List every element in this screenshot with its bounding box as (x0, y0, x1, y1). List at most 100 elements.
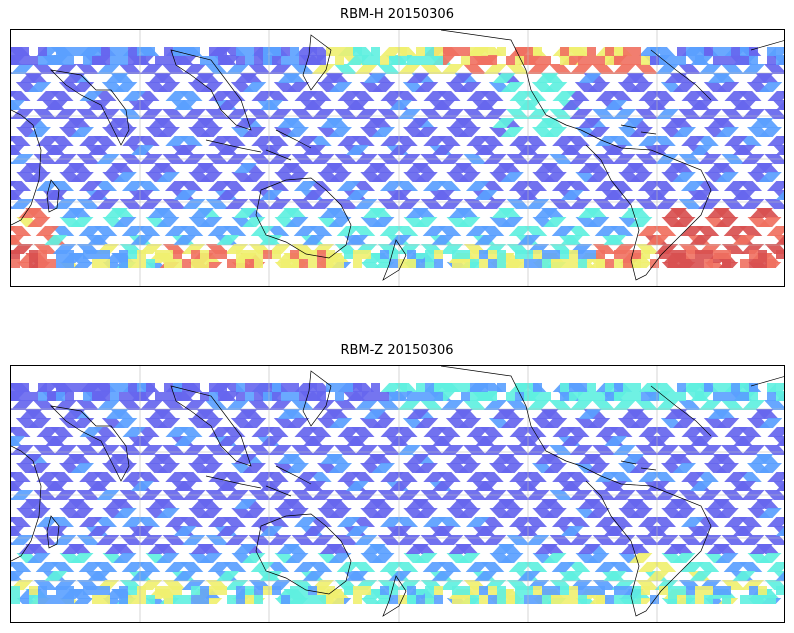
swath-cell (165, 427, 189, 437)
swath-cell (102, 37, 125, 47)
swath-cell (483, 400, 508, 410)
swath-cell (362, 586, 371, 595)
swath-cell (47, 56, 56, 65)
swath-cell (764, 445, 784, 455)
swath-cell (164, 392, 173, 401)
swath-cell (772, 145, 784, 155)
swath-cell (119, 383, 128, 392)
swath-cell (190, 208, 214, 218)
swath-cell (334, 445, 358, 455)
swath-cell (551, 271, 574, 281)
swath-cell (423, 91, 447, 101)
swath-cell (200, 392, 209, 401)
swath-cell (423, 472, 447, 482)
swath-cell (758, 172, 782, 182)
swath-cell (53, 109, 77, 119)
swath-cell (122, 136, 146, 146)
swath-cell (162, 109, 186, 119)
swath-cell (113, 82, 138, 92)
swath-cell (706, 208, 731, 218)
swath-cell (432, 436, 456, 446)
swath-cell (254, 47, 263, 56)
swath-cell (591, 64, 616, 74)
swath-cell (758, 259, 767, 268)
swath-cell (308, 250, 317, 259)
swath-cell (419, 64, 444, 74)
swath-cell (156, 82, 181, 92)
swath-cell (707, 454, 731, 464)
swath-cell (623, 586, 632, 595)
swath-cell (732, 145, 757, 155)
swath-cell (491, 163, 516, 173)
swath-cell (216, 571, 240, 581)
swath-cell (191, 595, 200, 604)
coastline-path (170, 49, 252, 131)
swath-cell (156, 463, 180, 473)
swath-cell (38, 383, 47, 392)
swath-cell (439, 580, 464, 590)
swath-cell (758, 127, 782, 137)
swath-cell (268, 400, 293, 410)
swath-cell (294, 91, 318, 101)
swath-cell (285, 553, 309, 563)
swath-cell (198, 262, 223, 268)
swath-cell (592, 244, 617, 254)
swath-cell (431, 145, 456, 155)
swath-cell (481, 607, 504, 617)
swath-cell (758, 508, 782, 518)
swath-cell (533, 586, 542, 595)
swath-cell (689, 571, 713, 581)
swath-cell (632, 250, 641, 259)
swath-cell (130, 481, 155, 491)
swath-cell (44, 436, 69, 446)
swath-cell (362, 544, 386, 554)
swath-cell (173, 571, 197, 581)
swath-cell (578, 118, 602, 128)
map-panel-rbm-z (10, 365, 785, 623)
swath-cell (137, 383, 146, 392)
swath-cell (776, 250, 784, 259)
coastline-path (302, 370, 332, 427)
coastline-path (255, 513, 352, 595)
swath-cell (216, 145, 241, 155)
swath-cell (457, 82, 482, 92)
swath-cell (414, 553, 438, 563)
swath-cell (328, 553, 352, 563)
swath-cell (723, 562, 748, 572)
swath-cell (560, 481, 585, 491)
swath-cell (586, 172, 610, 182)
swath-cell (452, 595, 461, 604)
coastline-path (302, 34, 332, 91)
swath-cell (263, 56, 272, 65)
swath-cell (632, 595, 641, 604)
swath-cell (551, 181, 576, 191)
swath-cell (335, 56, 344, 65)
swath-cell (425, 392, 434, 401)
swath-cell (629, 553, 653, 563)
swath-cell (548, 400, 573, 410)
swath-cell (299, 586, 308, 595)
swath-cell (11, 562, 32, 572)
swath-cell (179, 562, 204, 572)
swath-cell (698, 400, 723, 410)
swath-cell (610, 607, 633, 617)
swath-cell (776, 100, 784, 110)
swath-cell (749, 163, 774, 173)
swath-cell (723, 607, 746, 617)
swath-cell (414, 418, 439, 428)
swath-cell (155, 586, 164, 595)
swath-cell (552, 136, 576, 146)
swath-cell (533, 56, 542, 65)
swath-cell (569, 259, 578, 268)
swath-cell (414, 172, 438, 182)
swath-cell (474, 235, 498, 245)
swath-cell (291, 199, 315, 209)
swath-cell (773, 235, 784, 245)
swath-cell (245, 47, 254, 56)
swath-cell (533, 595, 542, 604)
swath-cell (641, 56, 650, 65)
swath-cell (311, 445, 335, 455)
swath-cell (276, 208, 300, 218)
swath-cell (758, 463, 782, 473)
swath-cell (254, 250, 263, 259)
